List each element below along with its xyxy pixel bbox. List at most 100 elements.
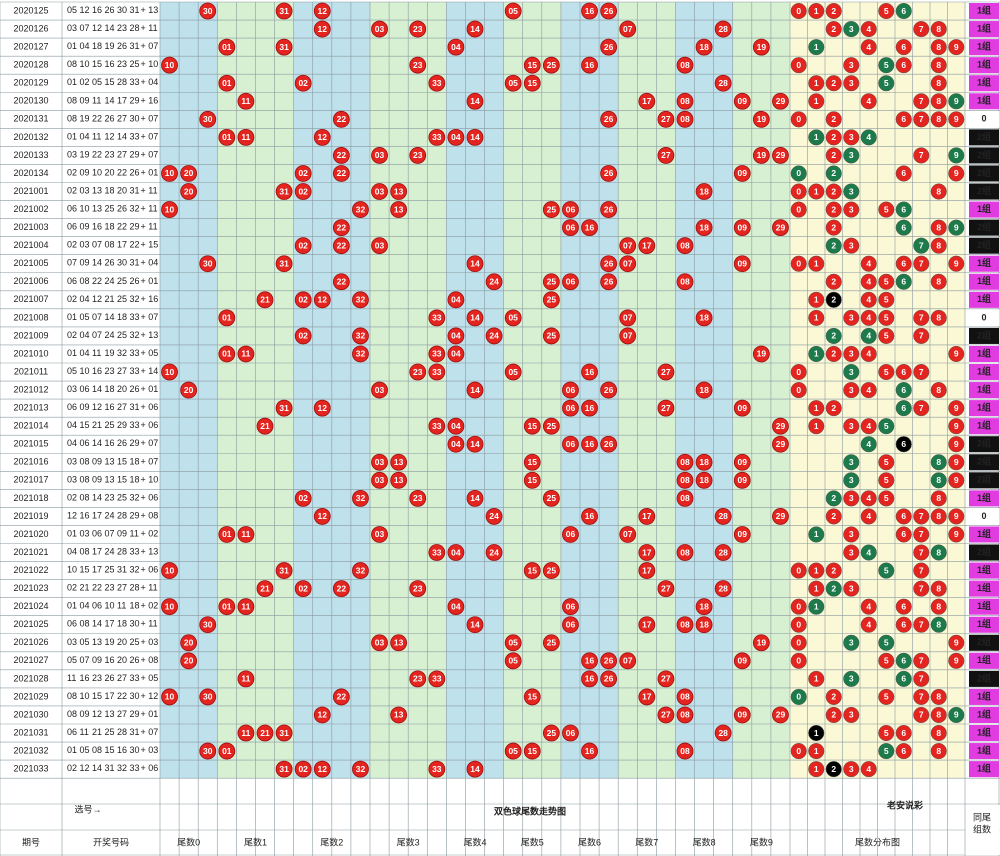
tail-digit: 2	[831, 493, 836, 503]
ball	[313, 508, 331, 525]
section-label: 尾数5	[521, 836, 544, 847]
red-number: 01	[67, 529, 77, 539]
blue-number: + 15	[141, 240, 159, 250]
ball-number: 18	[699, 619, 709, 629]
red-number: 09	[92, 475, 102, 485]
tail-digit: 6	[901, 656, 906, 666]
ball-number: 06	[566, 204, 576, 214]
blue-number: + 11	[141, 583, 158, 593]
tail-ball	[948, 255, 965, 272]
tail-ball	[930, 472, 947, 489]
group-count: 1组	[977, 654, 991, 665]
ball	[581, 2, 598, 20]
ball-number: 03	[375, 385, 385, 395]
ball	[485, 327, 503, 345]
ball	[390, 634, 408, 652]
ball-number: 04	[451, 295, 461, 305]
tail-digit: 8	[936, 24, 941, 34]
tail-ball	[825, 111, 842, 128]
tail-digit: 6	[901, 619, 906, 629]
red-number: 29	[130, 709, 140, 719]
tail-digit: 8	[936, 42, 941, 52]
red-number: 27	[117, 709, 127, 719]
red-number: 12	[80, 5, 90, 15]
tail-digit: 5	[884, 367, 889, 377]
ball-number: 06	[566, 277, 576, 287]
ball-number: 07	[623, 529, 633, 539]
ball-number: 04	[451, 42, 461, 52]
ball-number: 25	[547, 277, 557, 287]
red-number: 13	[92, 186, 102, 196]
red-number: 22	[117, 691, 127, 701]
ball-number: 03	[375, 457, 385, 467]
ball	[409, 670, 427, 688]
blue-number: + 11	[141, 23, 158, 33]
ball-number: 06	[566, 601, 576, 611]
ball	[275, 38, 293, 56]
tail-ball	[825, 761, 842, 778]
red-number: 07	[92, 240, 102, 250]
tail-digit: 7	[919, 529, 924, 539]
ball	[523, 453, 541, 471]
red-number: 20	[117, 637, 127, 647]
red-number: 11	[67, 673, 76, 683]
tail-digit: 2	[831, 168, 836, 178]
tail-ball	[790, 363, 807, 381]
ball	[237, 526, 255, 543]
issue: 2021001	[13, 186, 48, 196]
ball-number: 07	[623, 24, 633, 34]
ball	[638, 616, 656, 634]
issue: 2021017	[13, 475, 48, 485]
ball	[199, 742, 217, 760]
tail-ball	[843, 670, 860, 687]
tail-digit: 2	[831, 132, 836, 142]
red-number: 04	[67, 421, 77, 431]
ball-number: 27	[661, 710, 671, 720]
tail-ball	[930, 183, 947, 200]
group-cell	[969, 526, 999, 543]
ball-number: 06	[566, 728, 576, 738]
group-count: 1组	[977, 365, 991, 376]
tail-digit: 9	[954, 222, 959, 232]
ball-number: 03	[375, 24, 385, 34]
issue: 2021018	[13, 493, 48, 503]
ball-number: 08	[680, 746, 690, 756]
tail-ball	[843, 129, 860, 146]
ball	[275, 183, 293, 200]
ball-number: 14	[470, 439, 480, 449]
ball	[428, 760, 446, 778]
red-number: 10	[105, 601, 115, 611]
ball-number: 10	[165, 204, 175, 214]
ball	[504, 74, 522, 92]
ball	[542, 273, 560, 291]
ball	[676, 237, 694, 255]
red-number: 04	[80, 330, 90, 340]
ball-number: 11	[241, 96, 250, 106]
draw-numbers: 07 09 14 26 30 31+ 04	[67, 258, 158, 268]
tail-ball	[913, 562, 930, 579]
tail-digit: 6	[901, 258, 906, 268]
tail-ball	[878, 724, 895, 742]
ball-number: 27	[661, 583, 671, 593]
tail-ball	[808, 761, 825, 778]
draw-numbers: 01 03 06 07 09 11 + 02	[67, 529, 158, 539]
ball	[237, 92, 255, 110]
ball	[600, 670, 618, 688]
blue-number: + 07	[141, 114, 159, 124]
ball	[542, 417, 560, 435]
tail-digit: 1	[814, 258, 819, 268]
tail-digit: 3	[849, 583, 854, 593]
tail-ball	[843, 237, 860, 254]
red-number: 25	[130, 60, 140, 70]
red-number: 08	[67, 114, 77, 124]
blue-number: + 10	[141, 475, 159, 485]
ball	[676, 453, 694, 471]
red-number: 32	[117, 764, 127, 774]
red-number: 15	[80, 565, 90, 575]
tail-digit: 3	[849, 367, 854, 377]
tail-ball	[808, 562, 825, 579]
tail-digit: 9	[954, 529, 959, 539]
tail-ball	[843, 761, 860, 778]
tail-digit: 1	[814, 186, 819, 196]
ball	[466, 309, 484, 327]
